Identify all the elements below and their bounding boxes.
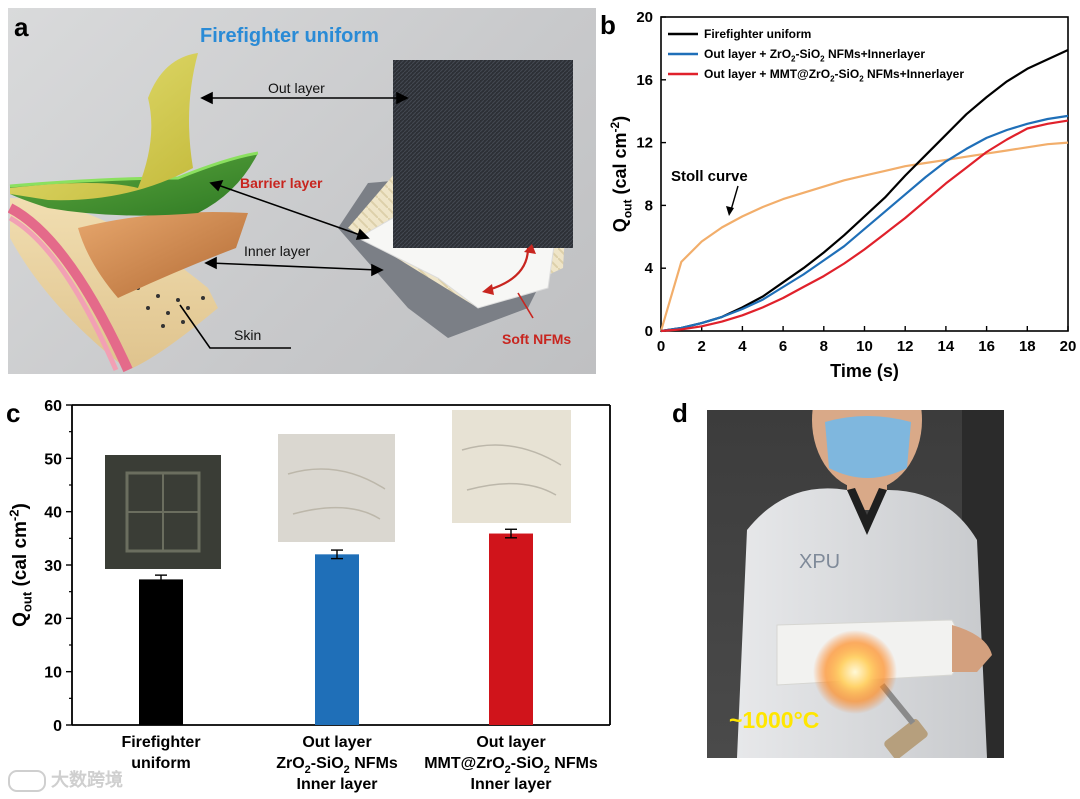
series-line-2 [660,119,1069,333]
x-tick-label: 14 [938,338,955,355]
label-skin: Skin [234,327,261,343]
qout-bar-chart: 0 10 20 30 40 50 60 Qout​ (cal cm-2​) Firefighte… [6,398,611,793]
torch-nozzle-icon [884,719,928,758]
dark-fabric-swatch [393,60,573,248]
zro2-sio2-sample [278,434,395,542]
legend-entry: Out layer + MMT@ZrO2​-SiO2​ NFMs+Innerla… [704,67,964,84]
uniform-layers-illustration: Firefighter uniform Out layer Barrier la… [8,25,573,373]
sample-wrinkles [287,468,386,520]
category-label: Out layer [476,734,545,751]
y-tick-label: 40 [44,505,62,522]
watermark-logo-icon [8,770,46,793]
category-label: uniform [131,755,191,772]
coat-lettering: XPU [799,551,840,573]
mmt-zro2-sio2-sample [452,410,571,523]
inner-layer-sheet [78,212,248,298]
x-tick-label: 2 [698,338,706,355]
y-tick-label: 30 [44,558,62,575]
y-tick-label: 16 [636,72,653,89]
x-tick-label: 18 [1019,338,1036,355]
y-tick-label: 20 [636,9,653,26]
x-tick-label: 0 [657,338,665,355]
label-soft-nfms: Soft NFMs [502,331,571,347]
bar-0 [139,579,183,725]
y-axis-label: Qout​ (cal cm-2​) [6,503,34,627]
x-axis-label: Time (s) [830,361,899,381]
flame-test-photo: XPU ~1000°C [729,410,1004,758]
label-barrier-layer: Barrier layer [240,175,323,191]
layer-arrows [179,91,409,349]
panel-d-photo: XPU ~1000°C [707,410,1004,758]
stoll-curve-annotation: Stoll curve [671,168,748,185]
watermark-text: 大数跨境 [51,770,124,790]
category-label: Inner layer [471,776,552,793]
bar-2 [489,533,533,725]
hand [952,625,992,672]
y-tick-label: 0 [53,718,62,735]
y-tick-label: 4 [645,260,654,277]
x-tick-label: 8 [820,338,828,355]
skin-dermis [8,203,133,373]
series-line-0 [660,49,1069,333]
label-out-layer: Out layer [268,80,325,96]
series-line-3 [659,141,1069,332]
y-tick-label: 50 [44,451,62,468]
x-tick-label: 4 [738,338,747,355]
y-tick-label: 10 [44,665,62,682]
panel-a-title: Firefighter uniform [200,25,379,47]
flame-icon [813,630,897,714]
x-tick-label: 6 [779,338,787,355]
label-inner-layer: Inner layer [244,243,310,259]
y-tick-label: 8 [645,197,653,214]
y-tick-label: 20 [44,611,62,628]
x-tick-label: 16 [978,338,995,355]
panel-c-letter: c [6,398,21,428]
x-tick-label: 20 [1060,338,1077,355]
panel-a-illustration: Firefighter uniform Out layer Barrier la… [8,8,596,374]
watermark: 大数跨境 [8,766,124,793]
panel-d-letter: d [672,398,688,428]
y-tick-label: 0 [645,323,653,340]
annotation-arrowhead [726,206,734,216]
qout-time-line-chart: 0 2 4 6 8 10 12 14 16 18 20 0 4 8 12 16 20 Time (s) Qout​ … [608,9,1077,381]
category-label: Out layer [302,734,371,751]
out-layer-sheet [10,53,198,201]
category-label: Firefighter [121,734,200,751]
category-label: MMT@ZrO2​-SiO2​ NFMs [424,755,598,776]
y-axis-label: Qout​ (cal cm-2​) [608,116,635,232]
x-tick-label: 12 [897,338,914,355]
legend-entry: Out layer + ZrO2​-SiO2​ NFMs+Innerlayer [704,47,925,64]
sample-wrinkles [461,444,562,496]
y-tick-label: 12 [636,135,653,152]
series-line-1 [660,114,1069,333]
bar-1 [315,554,359,725]
legend-entry: Firefighter uniform [704,27,811,41]
category-label: ZrO2​-SiO2​ NFMs [276,755,398,776]
temperature-label: ~1000°C [729,707,819,733]
skin-hairs [136,286,205,328]
annotation-arrow [730,185,739,211]
y-tick-label: 60 [44,398,62,415]
x-tick-label: 10 [856,338,873,355]
panel-b-letter: b [600,10,616,40]
panel-a-letter: a [14,12,29,42]
category-label: Inner layer [297,776,378,793]
surgical-mask-icon [825,416,911,478]
